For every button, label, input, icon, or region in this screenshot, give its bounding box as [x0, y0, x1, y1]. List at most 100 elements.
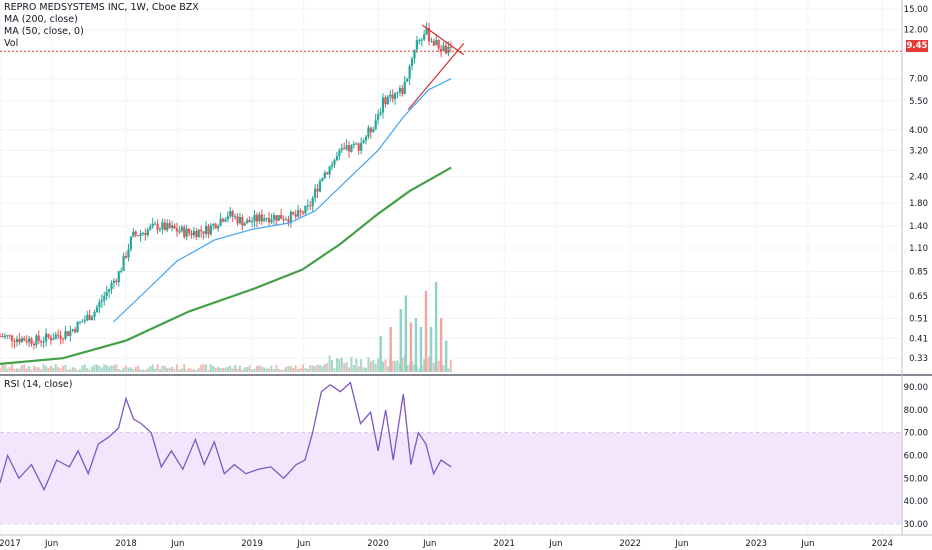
candle-body: [221, 218, 225, 222]
candle-body: [173, 225, 176, 229]
volume-bar: [192, 369, 195, 372]
candle-body: [158, 228, 162, 231]
candle-body: [255, 214, 259, 222]
volume-bar: [348, 367, 351, 372]
candle-body: [66, 331, 69, 336]
candle-body: [192, 230, 196, 236]
volume-bar-spike: [379, 336, 382, 372]
volume-bar: [127, 367, 130, 372]
candle-body: [410, 58, 414, 67]
candle-body: [98, 302, 101, 308]
volume-bar: [401, 357, 404, 372]
volume-bar: [282, 369, 285, 372]
candle-body: [265, 217, 268, 219]
volume-bar: [292, 368, 295, 372]
legend-rsi[interactable]: RSI (14, close): [4, 379, 73, 390]
y-axis-price[interactable]: 15.00 12.00 7.00 5.50 4.00 3.20 2.40 1.80 1.40 1.…: [904, 5, 928, 364]
candle-body: [204, 225, 208, 234]
candle-body: [209, 225, 212, 235]
volume-bar: [15, 368, 18, 372]
candle-body: [59, 335, 62, 339]
volume-bar: [185, 369, 188, 372]
volume-bar-spike: [404, 295, 408, 372]
legend-ma200[interactable]: MA (200, close): [4, 14, 78, 25]
rsi-tick-label: 30.00: [904, 520, 928, 530]
candle-body: [187, 228, 191, 234]
candle-body: [333, 160, 336, 165]
price-tick-label: 3.20: [909, 146, 928, 156]
volume-bar-spike: [444, 340, 448, 372]
x-tick-label: 2018: [115, 539, 137, 549]
legend-vol[interactable]: Vol: [4, 38, 19, 49]
candle-body: [420, 39, 423, 41]
candle-body: [6, 335, 9, 337]
candle-body: [301, 211, 305, 214]
ma200-line: [0, 166, 452, 365]
volume-bar: [76, 369, 79, 372]
volume-bar: [275, 364, 278, 372]
volume-bar: [406, 365, 409, 372]
candle-body: [137, 235, 140, 237]
volume-bar: [81, 365, 84, 372]
candle-body: [267, 217, 271, 223]
volume-bar: [253, 368, 256, 372]
candle-body: [311, 197, 314, 207]
legend-ma50[interactable]: MA (50, close, 0): [4, 26, 84, 37]
x-tick-label: Jun: [548, 539, 562, 549]
price-tick-label: 0.41: [909, 334, 928, 344]
x-axis[interactable]: 2017 Jun 2018 Jun 2019 Jun 2020 Jun 2021 Jun 2022 J…: [0, 539, 893, 549]
candle-body: [297, 210, 300, 217]
volume-bar: [217, 366, 220, 372]
candle-body: [15, 339, 19, 343]
candle-body: [134, 231, 137, 236]
x-tick-label: 2019: [241, 539, 263, 549]
volume-bar: [49, 365, 52, 372]
volume-bar: [297, 368, 300, 372]
candle-body: [398, 88, 402, 93]
candle-body: [246, 219, 249, 224]
volume-bar: [321, 366, 324, 372]
volume-bar: [37, 367, 40, 372]
volume-bar: [100, 367, 103, 372]
candle-body: [321, 178, 324, 181]
volume-bar: [35, 367, 38, 372]
candle-body: [316, 188, 319, 192]
candle-body: [294, 214, 297, 217]
volume-bar: [183, 364, 186, 372]
candle-body: [243, 223, 246, 226]
candle-body: [47, 333, 50, 338]
candle-body: [442, 45, 445, 52]
legend-title[interactable]: REPRO MEDSYSTEMS INC, 1W, Cboe BZX: [4, 2, 199, 13]
volume-bar: [66, 369, 69, 372]
candle-body: [20, 338, 23, 343]
candle-body: [423, 34, 426, 40]
candle-body: [272, 215, 275, 220]
volume-bar: [343, 363, 346, 372]
volume-bar: [258, 365, 261, 372]
volume-bar: [32, 366, 35, 372]
candle-body: [154, 223, 157, 225]
volume-bar: [205, 364, 208, 372]
volume-bar: [190, 368, 193, 372]
volume-bar-spike: [419, 327, 423, 372]
candle-body: [8, 335, 11, 337]
volume-bar: [188, 368, 191, 372]
candle-body: [163, 222, 166, 231]
y-axis-rsi[interactable]: 90.00 80.00 70.00 60.00 50.00 40.00 30.00: [904, 383, 928, 530]
volume-bar: [108, 366, 111, 372]
candle-body: [112, 280, 116, 283]
volume-bar: [161, 365, 164, 372]
volume-bar: [323, 364, 326, 372]
candle-body: [69, 330, 72, 336]
price-tick-label: 4.00: [909, 126, 928, 136]
candle-body: [32, 343, 36, 346]
volume-bar: [54, 364, 57, 372]
x-tick-label: Jun: [170, 539, 184, 549]
volume-bar: [13, 368, 16, 372]
volume-bar: [251, 369, 254, 372]
candle-body: [330, 164, 334, 167]
candle-body: [350, 145, 353, 152]
volume-bar: [285, 367, 288, 372]
x-tick-label: Jun: [296, 539, 310, 549]
